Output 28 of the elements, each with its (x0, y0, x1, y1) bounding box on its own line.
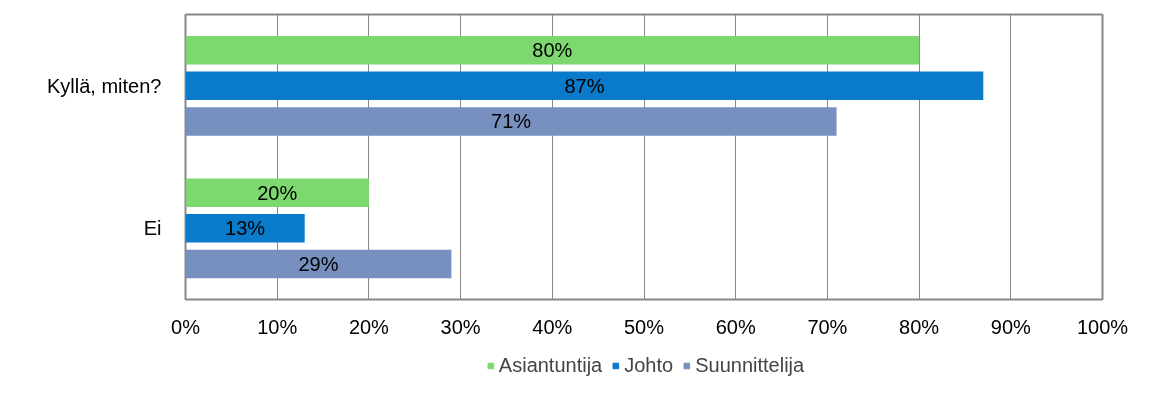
y-tick-label: Ei (143, 217, 162, 240)
data-label: 87% (564, 74, 605, 97)
bar (185, 107, 837, 136)
x-tick-label: 60% (715, 315, 756, 338)
x-tick-label: 70% (807, 315, 848, 338)
y-tick-label: Kyllä, miten? (47, 74, 162, 97)
x-tick-label: 10% (257, 315, 298, 338)
data-label: 71% (491, 110, 532, 133)
data-label: 13% (225, 217, 266, 240)
x-tick-label: 100% (1076, 315, 1129, 338)
x-tick-label: 50% (623, 315, 665, 338)
x-tick-label: 0% (171, 315, 201, 338)
x-tick-label: 90% (990, 315, 1032, 338)
data-label: 29% (298, 252, 339, 275)
data-label: 80% (532, 39, 573, 62)
legend-label: Asiantuntija (498, 353, 603, 377)
bar (185, 35, 920, 65)
x-tick-label: 20% (348, 315, 390, 338)
bar (185, 71, 984, 100)
x-tick-label: 30% (440, 315, 481, 338)
bar (185, 249, 452, 279)
legend-label: Johto (624, 353, 674, 377)
x-tick-label: 80% (899, 315, 940, 338)
x-tick-label: 40% (532, 315, 573, 338)
bar (185, 214, 305, 243)
legend-label: Suunnittelija (695, 353, 805, 377)
bar (185, 178, 369, 207)
data-label: 20% (257, 181, 298, 204)
